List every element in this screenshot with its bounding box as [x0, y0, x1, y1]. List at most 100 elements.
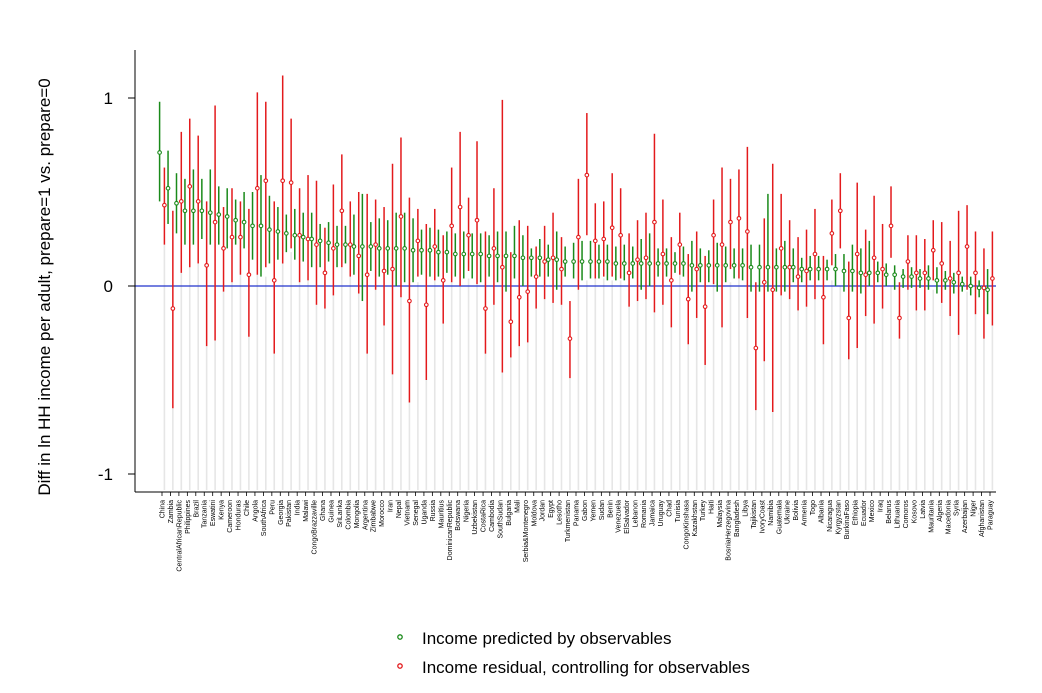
- point-predicted-39: [486, 253, 492, 259]
- point-residual-32: [432, 244, 438, 249]
- point-residual-84: [871, 255, 877, 261]
- point-predicted-21: [334, 242, 340, 247]
- point-residual-26: [381, 268, 387, 274]
- point-predicted-25: [368, 244, 374, 249]
- point-residual-89: [914, 270, 919, 276]
- x-tick-label-36: Nigeria: [464, 500, 471, 522]
- point-predicted-46: [545, 257, 551, 263]
- point-predicted-82: [850, 268, 855, 274]
- x-tick-label-82: Ethiopia: [852, 500, 859, 525]
- point-residual-38: [483, 306, 488, 311]
- point-residual-43: [525, 289, 531, 294]
- x-tick-label-75: Bolivia: [793, 500, 800, 521]
- point-predicted-71: [757, 264, 762, 270]
- x-tick-label-89: Kosovo: [911, 500, 918, 523]
- legend-marker-predicted: [397, 634, 403, 640]
- x-tick-label-87: Lithuania: [895, 500, 902, 529]
- x-tick-label-7: Kenya: [219, 500, 226, 520]
- point-predicted-88: [900, 274, 906, 279]
- point-predicted-90: [917, 276, 923, 281]
- point-residual-44: [533, 274, 539, 279]
- x-tick-label-61: Tunisia: [675, 500, 682, 522]
- x-tick-label-66: Malaysia: [717, 500, 724, 528]
- x-tick-label-93: Macedonia: [945, 500, 952, 534]
- x-tick-label-73: Guatemala: [776, 500, 783, 534]
- x-tick-label-22: Colombia: [345, 500, 352, 530]
- point-residual-63: [694, 266, 700, 272]
- x-tick-label-79: Nicaragua: [827, 500, 834, 532]
- point-residual-6: [212, 219, 218, 225]
- point-residual-20: [331, 246, 336, 251]
- point-residual-64: [702, 304, 708, 310]
- point-residual-21: [339, 208, 345, 214]
- x-tick-label-31: Uganda: [421, 500, 428, 525]
- legend-label-predicted: Income predicted by observables: [422, 629, 671, 648]
- point-residual-87: [897, 315, 902, 321]
- point-predicted-69: [740, 262, 745, 268]
- x-tick-label-48: Turkmenistan: [565, 500, 572, 542]
- x-tick-label-83: Ecuador: [861, 499, 868, 526]
- point-predicted-32: [427, 247, 433, 253]
- x-tick-label-14: Georgia: [278, 500, 285, 525]
- point-residual-61: [677, 242, 683, 247]
- x-tick-label-68: Bangladesh: [734, 500, 741, 537]
- point-residual-19: [322, 270, 328, 276]
- x-tick-label-30: Senegal: [413, 500, 420, 526]
- x-tick-label-19: Ghana: [320, 500, 327, 521]
- point-residual-58: [652, 219, 657, 225]
- x-tick-label-91: Mauritania: [928, 500, 935, 533]
- x-tick-label-1: Zambia: [168, 500, 175, 523]
- point-predicted-4: [191, 208, 196, 214]
- point-predicted-8: [224, 214, 230, 219]
- point-predicted-16: [292, 232, 298, 238]
- x-tick-label-33: Mauritius: [438, 500, 445, 529]
- point-residual-49: [576, 234, 581, 240]
- point-predicted-26: [376, 246, 382, 251]
- x-tick-label-71: IvoryCoast: [759, 500, 766, 534]
- point-residual-34: [449, 223, 455, 229]
- x-tick-label-34: DominicanRepublic: [447, 500, 454, 561]
- x-tick-label-77: Togo: [810, 500, 817, 515]
- x-tick-label-24: Argentina: [362, 500, 369, 530]
- point-predicted-38: [478, 251, 484, 257]
- point-predicted-7: [216, 212, 222, 217]
- point-residual-73: [778, 246, 784, 251]
- x-tick-label-59: Uruguay: [658, 500, 665, 527]
- point-predicted-44: [529, 255, 534, 261]
- point-residual-46: [550, 255, 556, 261]
- point-residual-50: [584, 172, 590, 178]
- point-predicted-34: [444, 249, 450, 255]
- legend-label-residual: Income residual, controlling for observa…: [422, 658, 750, 677]
- point-residual-3: [187, 184, 193, 189]
- point-residual-57: [643, 255, 649, 261]
- point-predicted-56: [630, 261, 636, 266]
- point-residual-48: [567, 336, 573, 341]
- point-predicted-59: [655, 261, 661, 266]
- x-tick-label-18: CongoBrazzaville: [312, 500, 319, 555]
- point-residual-88: [905, 259, 911, 264]
- x-tick-label-43: Serbia&Montenegro: [523, 500, 530, 562]
- point-residual-33: [440, 278, 446, 283]
- x-tick-label-21: SriLanka: [337, 500, 344, 528]
- point-residual-27: [390, 266, 395, 272]
- point-residual-35: [457, 204, 463, 210]
- x-tick-label-6: Eswatini: [210, 500, 217, 527]
- point-predicted-9: [233, 217, 238, 223]
- x-tick-label-53: Benin: [607, 500, 614, 518]
- x-tick-label-88: Comoros: [903, 500, 910, 529]
- x-tick-label-2: CentralAfricanRepublic: [176, 500, 183, 572]
- point-residual-74: [787, 264, 792, 270]
- point-predicted-67: [723, 262, 729, 268]
- x-tick-label-15: Pakistan: [286, 500, 293, 527]
- x-tick-label-65: Haiti: [709, 500, 716, 514]
- point-predicted-60: [664, 261, 669, 266]
- point-predicted-42: [512, 253, 517, 259]
- point-residual-39: [491, 246, 497, 251]
- point-residual-45: [542, 259, 547, 264]
- point-predicted-78: [816, 266, 821, 272]
- point-predicted-13: [267, 227, 272, 232]
- point-residual-71: [761, 279, 767, 285]
- point-predicted-2: [174, 200, 179, 206]
- x-tick-label-46: Egypt: [548, 500, 555, 518]
